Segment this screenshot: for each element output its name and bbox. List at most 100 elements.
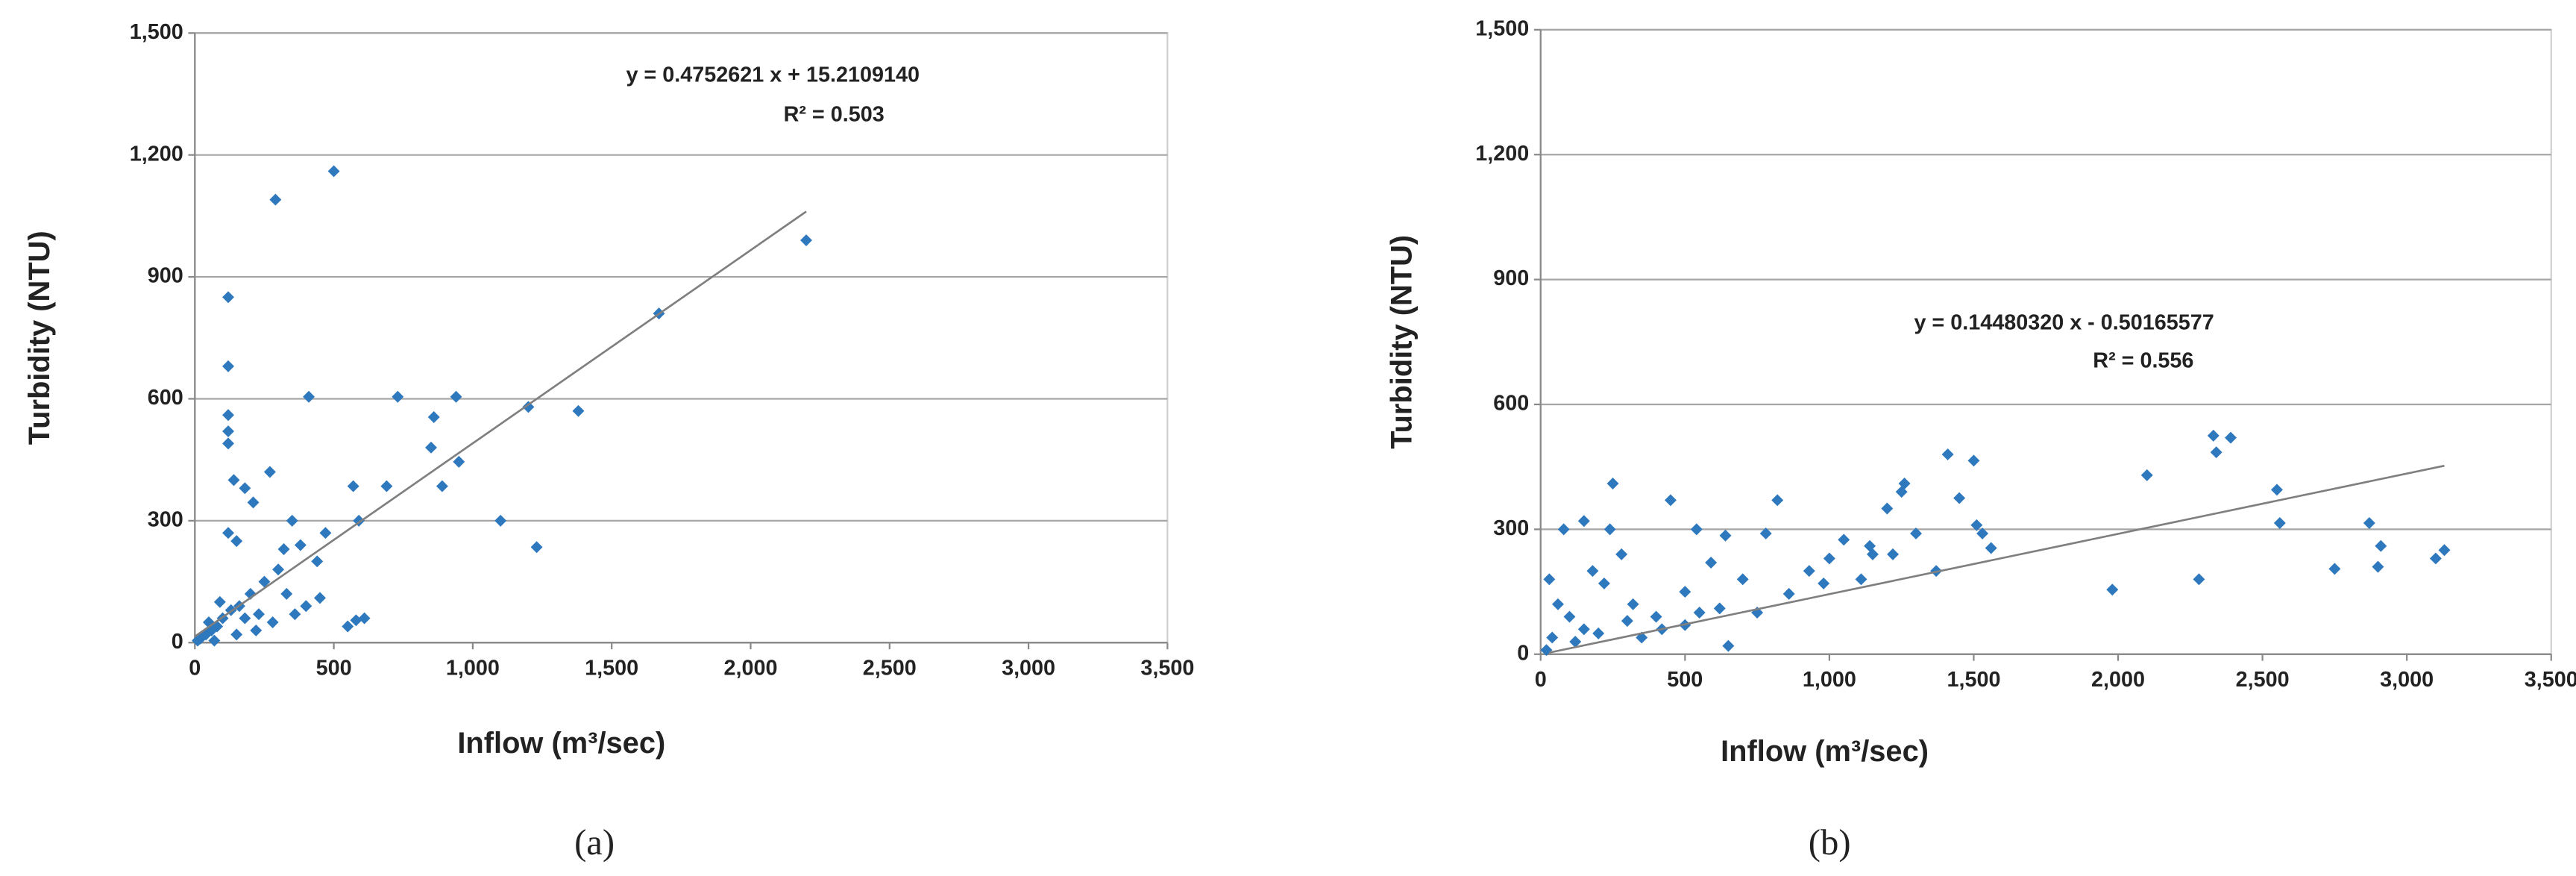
x-tick-label: 2,000 bbox=[2091, 668, 2145, 692]
point bbox=[1722, 639, 1735, 652]
point bbox=[208, 634, 221, 647]
point bbox=[213, 595, 226, 608]
x-tick-label: 2,000 bbox=[723, 656, 777, 680]
x-tick-label: 0 bbox=[1535, 668, 1547, 692]
point bbox=[358, 612, 371, 625]
point bbox=[247, 496, 260, 509]
point bbox=[222, 425, 234, 438]
point bbox=[1705, 557, 1718, 569]
point bbox=[494, 514, 507, 527]
x-tick-label: 3,000 bbox=[2380, 668, 2434, 692]
x-tick-label: 2,500 bbox=[2236, 668, 2290, 692]
point bbox=[1823, 552, 1835, 565]
point bbox=[1690, 523, 1703, 536]
point bbox=[1569, 636, 1582, 648]
point bbox=[1713, 602, 1726, 615]
point bbox=[263, 466, 276, 478]
point bbox=[1552, 598, 1564, 610]
y-tick-label: 1,200 bbox=[130, 142, 183, 166]
point bbox=[1719, 529, 1732, 542]
y-tick-label: 1,500 bbox=[1475, 16, 1529, 40]
y-tick-label: 1,500 bbox=[130, 20, 183, 44]
point bbox=[313, 592, 326, 604]
point bbox=[258, 575, 271, 588]
x-tick-label: 1,000 bbox=[446, 656, 500, 680]
y-tick-label: 600 bbox=[1493, 392, 1529, 416]
point bbox=[453, 455, 465, 468]
point bbox=[1736, 573, 1749, 586]
point bbox=[253, 608, 265, 621]
point bbox=[347, 480, 359, 492]
point bbox=[1970, 519, 1983, 531]
point bbox=[2328, 563, 2341, 575]
point bbox=[269, 193, 282, 206]
point bbox=[280, 587, 293, 600]
point bbox=[1838, 534, 1850, 546]
point bbox=[230, 628, 243, 641]
point bbox=[1693, 606, 1706, 619]
point bbox=[300, 600, 312, 613]
point bbox=[294, 539, 307, 551]
point bbox=[1592, 627, 1605, 639]
y-axis-title: Turbidity (NTU) bbox=[1386, 235, 1419, 449]
point bbox=[303, 390, 315, 403]
point bbox=[1941, 448, 1954, 460]
point bbox=[1985, 542, 1997, 554]
point bbox=[2210, 446, 2222, 459]
point bbox=[1855, 573, 1867, 586]
y-tick-label: 300 bbox=[1493, 516, 1529, 540]
point bbox=[200, 628, 213, 641]
point bbox=[2375, 539, 2387, 552]
point bbox=[311, 555, 324, 568]
y-tick-label: 1,200 bbox=[1475, 142, 1529, 166]
point bbox=[272, 563, 285, 576]
r-squared: R² = 0.556 bbox=[2093, 348, 2193, 372]
point bbox=[1603, 523, 1616, 536]
point bbox=[2225, 431, 2237, 444]
point bbox=[1953, 492, 1966, 504]
point bbox=[1606, 478, 1619, 489]
point bbox=[327, 165, 340, 178]
point bbox=[222, 291, 234, 304]
point bbox=[380, 480, 393, 492]
point bbox=[1577, 515, 1590, 528]
point bbox=[342, 620, 354, 633]
point bbox=[289, 608, 301, 621]
point bbox=[250, 624, 263, 636]
point bbox=[230, 535, 243, 548]
x-tick-label: 500 bbox=[1667, 668, 1703, 692]
x-tick-label: 1,500 bbox=[585, 656, 638, 680]
point bbox=[2429, 552, 2442, 565]
point bbox=[450, 390, 462, 403]
point bbox=[222, 527, 234, 539]
point bbox=[286, 514, 298, 527]
point bbox=[239, 482, 251, 495]
point bbox=[530, 541, 543, 554]
point bbox=[2273, 517, 2286, 529]
point bbox=[350, 614, 362, 627]
point bbox=[353, 514, 365, 527]
point bbox=[2438, 544, 2451, 557]
x-axis-title: Inflow (m³/sec) bbox=[1721, 735, 1929, 768]
trendline bbox=[1549, 464, 2445, 654]
point bbox=[222, 437, 234, 450]
point bbox=[2106, 584, 2119, 596]
point bbox=[266, 616, 279, 629]
point bbox=[1818, 577, 1830, 589]
point bbox=[1546, 631, 1559, 644]
y-tick-label: 900 bbox=[148, 264, 183, 288]
plot-area bbox=[194, 32, 1169, 644]
point bbox=[1864, 539, 1876, 552]
point bbox=[392, 390, 404, 403]
point bbox=[1976, 527, 1989, 539]
point bbox=[1621, 615, 1633, 628]
point bbox=[1910, 527, 1923, 539]
point bbox=[1627, 598, 1639, 610]
r-squared: R² = 0.503 bbox=[784, 103, 885, 127]
point bbox=[1636, 631, 1648, 644]
point bbox=[227, 474, 240, 487]
point bbox=[1577, 623, 1590, 636]
point bbox=[522, 401, 535, 413]
point bbox=[2193, 573, 2205, 586]
y-tick-label: 300 bbox=[148, 507, 183, 531]
